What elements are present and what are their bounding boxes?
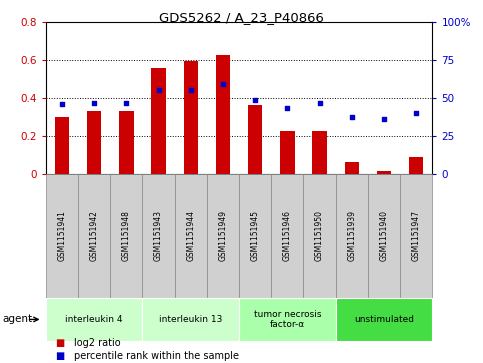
Point (155, 87, 162, 93)
Point (187, 87, 195, 93)
Text: GSM1151939: GSM1151939 (347, 211, 356, 261)
Point (251, 97, 259, 103)
Text: percentile rank within the sample: percentile rank within the sample (74, 351, 239, 361)
Text: GSM1151942: GSM1151942 (90, 211, 99, 261)
Bar (280, 131, 295, 174)
Point (90, 101, 98, 106)
Text: agent: agent (2, 314, 32, 325)
Text: tumor necrosis
factor-α: tumor necrosis factor-α (254, 310, 321, 329)
Text: GSM1151940: GSM1151940 (380, 211, 388, 261)
Bar (55, 117, 69, 174)
Text: GSM1151946: GSM1151946 (283, 211, 292, 261)
Text: log2 ratio: log2 ratio (74, 338, 121, 348)
Point (58, 101, 66, 107)
Text: GSM1151943: GSM1151943 (154, 211, 163, 261)
Bar (409, 157, 424, 174)
Bar (313, 131, 327, 174)
Point (412, 110, 420, 116)
Text: ■: ■ (56, 338, 65, 348)
Text: GSM1151944: GSM1151944 (186, 211, 195, 261)
Bar (151, 69, 166, 174)
Point (348, 114, 355, 120)
Bar (87, 111, 101, 174)
Bar (119, 111, 134, 174)
Point (284, 105, 291, 111)
Text: GDS5262 / A_23_P40866: GDS5262 / A_23_P40866 (159, 11, 324, 24)
Text: GSM1151945: GSM1151945 (251, 211, 260, 261)
Point (219, 81, 227, 86)
Text: GSM1151948: GSM1151948 (122, 211, 131, 261)
Bar (377, 171, 391, 174)
Text: interleukin 13: interleukin 13 (159, 315, 223, 324)
Bar (216, 55, 230, 174)
Text: interleukin 4: interleukin 4 (65, 315, 123, 324)
Text: ■: ■ (56, 351, 65, 361)
Text: unstimulated: unstimulated (354, 315, 414, 324)
Text: GSM1151947: GSM1151947 (412, 211, 421, 261)
Bar (184, 61, 198, 174)
Text: GSM1151941: GSM1151941 (57, 211, 67, 261)
Bar (248, 105, 262, 174)
Text: GSM1151949: GSM1151949 (218, 211, 227, 261)
Point (316, 101, 324, 106)
Point (380, 117, 388, 122)
Point (123, 100, 130, 106)
Bar (344, 162, 359, 174)
Text: GSM1151950: GSM1151950 (315, 211, 324, 261)
